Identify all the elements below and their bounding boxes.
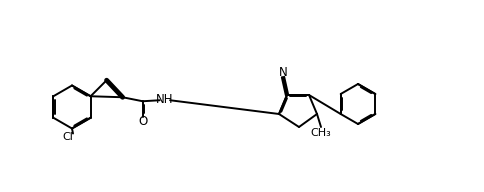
Text: CH₃: CH₃ [311,128,332,138]
Text: NH: NH [156,93,173,106]
Text: O: O [138,115,147,128]
Text: N: N [279,66,287,79]
Text: Cl: Cl [62,132,74,142]
